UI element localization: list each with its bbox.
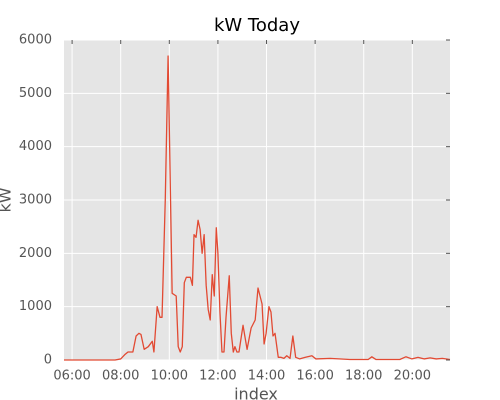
y-tick-label: 3000: [19, 193, 52, 208]
marks: [64, 55, 451, 361]
x-tick-label: 18:00: [345, 369, 382, 384]
x-tick-label: 12:00: [199, 369, 236, 384]
x-tick-label: 06:00: [53, 369, 90, 384]
x-tick-label: 10:00: [151, 369, 188, 384]
y-tick-label: 4000: [19, 139, 52, 154]
grid: [64, 39, 450, 361]
y-tick-label: 0: [44, 353, 52, 368]
y-tick-label: 1000: [19, 299, 52, 314]
y-tick-label: 5000: [19, 86, 52, 101]
y-axis-label: kW: [0, 187, 15, 212]
x-tick-label: 14:00: [248, 369, 285, 384]
chart-title: kW Today: [214, 15, 300, 36]
x-tick-label: 08:00: [102, 369, 139, 384]
x-tick-label: 16:00: [296, 369, 333, 384]
x-axis-label: index: [234, 385, 278, 400]
y-tick-label: 2000: [19, 246, 52, 261]
x-tick-label: 20:00: [394, 369, 431, 384]
data-line: [64, 55, 451, 361]
y-tick-label: 6000: [19, 33, 52, 48]
